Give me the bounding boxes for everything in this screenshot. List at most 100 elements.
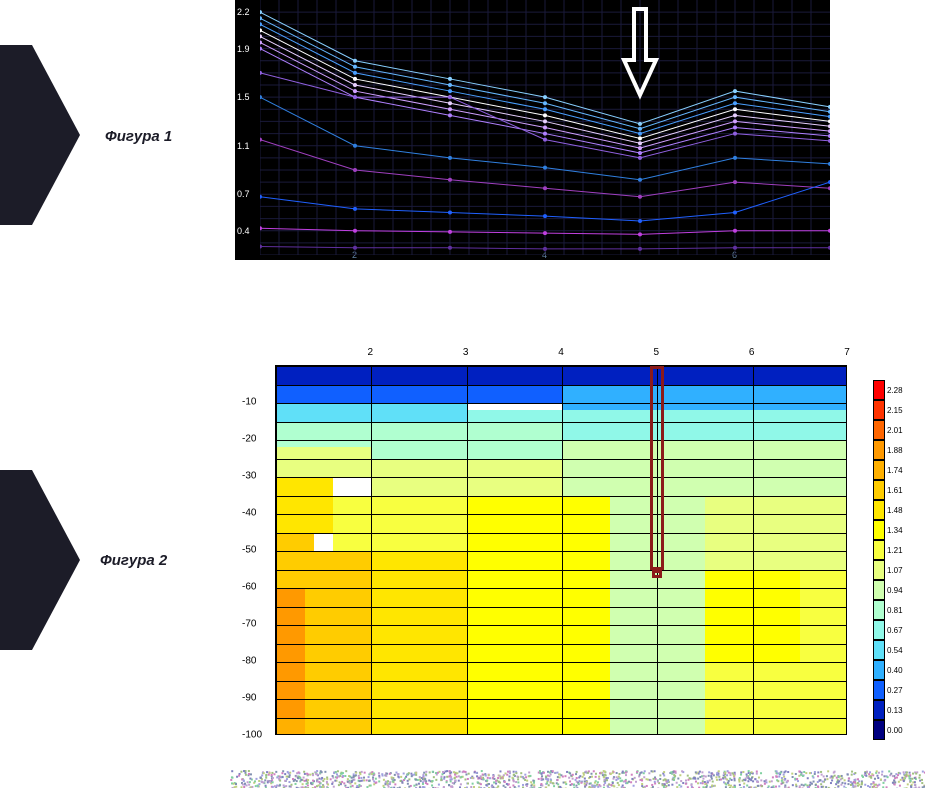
legend-entry: 2.15 [873, 400, 925, 420]
legend-entry: 0.00 [873, 720, 925, 740]
figure1-arrow-annotation [620, 5, 660, 105]
grid-hline [276, 459, 847, 460]
legend-value: 1.61 [887, 486, 903, 495]
figure2-colorbar-legend: 2.28 2.15 2.01 1.88 1.74 1.61 1.48 1.34 1.21 1.07… [873, 380, 925, 740]
heatmap-cell [276, 477, 333, 533]
heatmap-cell [333, 496, 466, 552]
legend-value: 0.94 [887, 586, 903, 595]
legend-value: 1.07 [887, 566, 903, 575]
figure2-xtick: 3 [463, 347, 469, 358]
figure2-label: Фигура 2 [100, 552, 167, 569]
legend-entry: 0.81 [873, 600, 925, 620]
legend-swatch [873, 700, 885, 720]
legend-entry: 0.27 [873, 680, 925, 700]
figure1-ytick: 1.9 [237, 44, 250, 54]
legend-swatch [873, 560, 885, 580]
legend-entry: 1.21 [873, 540, 925, 560]
legend-entry: 1.74 [873, 460, 925, 480]
legend-swatch [873, 580, 885, 600]
legend-value: 2.01 [887, 426, 903, 435]
grid-hline [276, 662, 847, 663]
legend-entry: 0.54 [873, 640, 925, 660]
legend-entry: 1.88 [873, 440, 925, 460]
legend-value: 0.00 [887, 726, 903, 735]
legend-value: 1.48 [887, 506, 903, 515]
figure1-ytick: 0.4 [237, 226, 250, 236]
figure1-label: Фигура 1 [105, 128, 172, 145]
legend-swatch [873, 420, 885, 440]
figure2-ytick: -100 [242, 730, 262, 741]
legend-swatch [873, 500, 885, 520]
well-marker-base [652, 570, 662, 578]
figure2-xtick: 6 [749, 347, 755, 358]
figure2-ytick: -50 [242, 545, 256, 556]
legend-entry: 2.28 [873, 380, 925, 400]
legend-value: 0.81 [887, 606, 903, 615]
figure2-xtick: 4 [558, 347, 564, 358]
grid-hline [276, 533, 847, 534]
grid-hline [276, 496, 847, 497]
grid-hline [276, 607, 847, 608]
noise-texture-band [230, 770, 925, 788]
legend-entry: 1.34 [873, 520, 925, 540]
figure2-ytick: -80 [242, 656, 256, 667]
legend-value: 0.54 [887, 646, 903, 655]
down-arrow-icon [620, 5, 660, 105]
figure1-ytick: 1.5 [237, 92, 250, 102]
legend-swatch [873, 380, 885, 400]
figure2-ytick: -90 [242, 693, 256, 704]
legend-value: 1.34 [887, 526, 903, 535]
figure2-xtick: 2 [368, 347, 374, 358]
grid-hline [276, 588, 847, 589]
legend-swatch [873, 720, 885, 740]
legend-swatch [873, 640, 885, 660]
heatmap-cell [276, 718, 305, 736]
grid-hline [276, 625, 847, 626]
figure2-xtick: 5 [654, 347, 660, 358]
legend-entry: 2.01 [873, 420, 925, 440]
figure2-ytick: -20 [242, 434, 256, 445]
legend-entry: 0.40 [873, 660, 925, 680]
legend-swatch [873, 620, 885, 640]
heatmap-cell [276, 422, 371, 448]
legend-entry: 0.13 [873, 700, 925, 720]
figure1-ytick: 2.2 [237, 7, 250, 17]
legend-value: 0.27 [887, 686, 903, 695]
legend-value: 1.74 [887, 466, 903, 475]
heatmap-cell [562, 385, 847, 411]
well-marker [650, 366, 664, 570]
figure-marker-2 [0, 470, 80, 650]
figure1-ytick: 0.7 [237, 189, 250, 199]
legend-value: 0.40 [887, 666, 903, 675]
grid-hline [276, 422, 847, 423]
legend-swatch [873, 440, 885, 460]
legend-value: 2.28 [887, 386, 903, 395]
legend-swatch [873, 480, 885, 500]
figure2-ytick: -70 [242, 619, 256, 630]
grid-hline [276, 514, 847, 515]
heatmap-cell [276, 447, 371, 477]
grid-hline [276, 644, 847, 645]
figure2-ytick: -10 [242, 397, 256, 408]
grid-hline [276, 570, 847, 571]
figure2-plot-area [275, 365, 847, 735]
grid-hline [276, 699, 847, 700]
heatmap-cell [276, 385, 562, 404]
grid-hline [276, 440, 847, 441]
grid-hline [276, 385, 847, 386]
figure-marker-1 [0, 45, 80, 225]
grid-hline [276, 681, 847, 682]
grid-hline [276, 477, 847, 478]
legend-swatch [873, 680, 885, 700]
legend-value: 0.13 [887, 706, 903, 715]
legend-swatch [873, 660, 885, 680]
legend-entry: 1.48 [873, 500, 925, 520]
legend-swatch [873, 600, 885, 620]
figure1-ytick: 1.1 [237, 141, 250, 151]
figure2-ytick: -60 [242, 582, 256, 593]
grid-hline [276, 403, 847, 404]
figure2-ytick: -40 [242, 508, 256, 519]
legend-value: 0.67 [887, 626, 903, 635]
grid-hline [276, 551, 847, 552]
legend-value: 1.21 [887, 546, 903, 555]
